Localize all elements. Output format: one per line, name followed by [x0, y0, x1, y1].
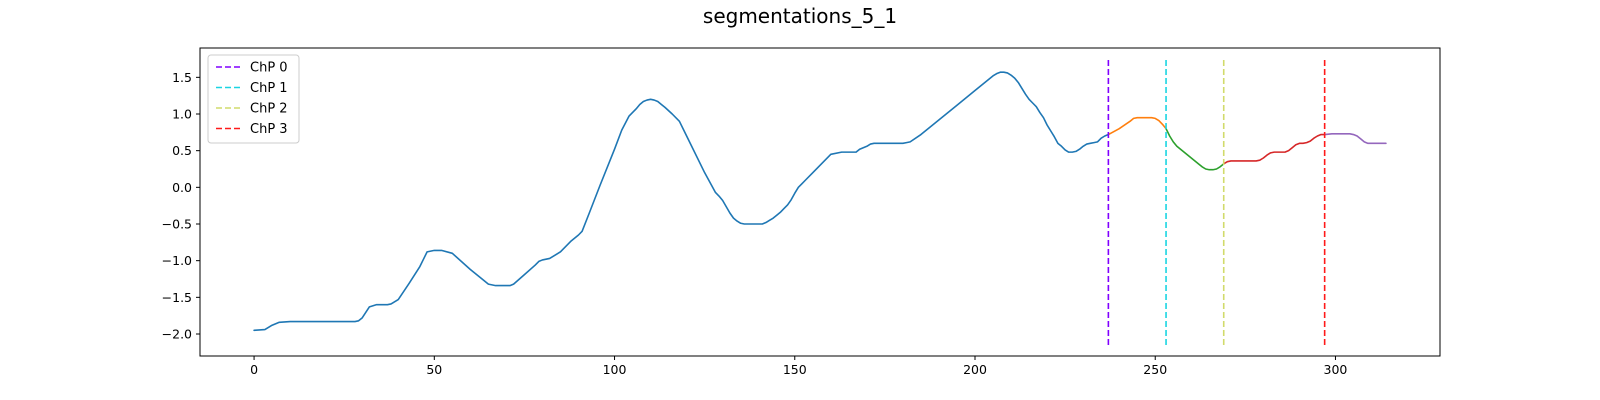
series-line-3	[1222, 133, 1326, 165]
x-tick-label: 50	[426, 362, 442, 377]
y-tick-label: −2.0	[162, 327, 192, 342]
x-tick-label: 200	[963, 362, 987, 377]
series-line-0	[253, 71, 1110, 332]
y-tick-label: 1.5	[172, 70, 192, 85]
series-line-4	[1323, 133, 1387, 145]
y-tick-label: 1.0	[172, 107, 192, 122]
y-tick-label: −1.0	[162, 253, 192, 268]
y-tick-label: −0.5	[162, 217, 192, 232]
y-tick-label: −1.5	[162, 290, 192, 305]
y-tick-label: 0.5	[172, 143, 192, 158]
x-tick-label: 300	[1324, 362, 1348, 377]
axes-frame	[199, 47, 1441, 357]
legend-label: ChP 3	[250, 122, 288, 137]
x-tick-label: 100	[603, 362, 627, 377]
series-line-2	[1165, 127, 1225, 171]
series-line-1	[1107, 116, 1167, 136]
x-tick-label: 150	[783, 362, 807, 377]
y-tick-label: 0.0	[172, 180, 192, 195]
legend-label: ChP 0	[250, 61, 288, 76]
chart-title: segmentations_5_1	[703, 4, 897, 28]
legend-box	[207, 54, 300, 144]
plot-area: 0 50 100 150 200 250 300 −2.0 −1.5 −1.0 −0.5 0.0 0.5…	[162, 47, 1441, 377]
x-tick-label: 250	[1143, 362, 1167, 377]
legend-label: ChP 2	[250, 102, 288, 117]
x-tick-label: 0	[250, 362, 258, 377]
legend-label: ChP 1	[250, 81, 288, 96]
